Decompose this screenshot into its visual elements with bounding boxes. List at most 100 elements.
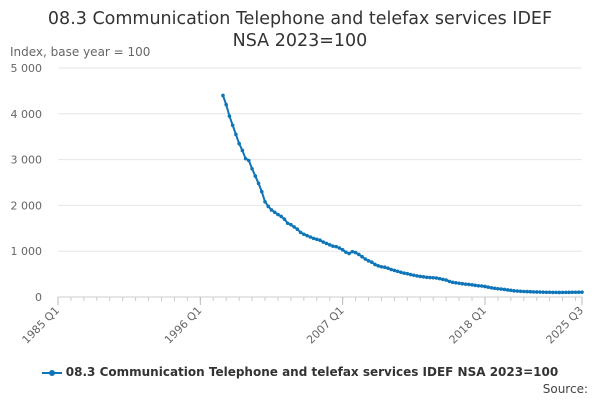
data-point[interactable] bbox=[389, 267, 393, 272]
data-point[interactable] bbox=[450, 280, 455, 285]
data-point[interactable] bbox=[250, 166, 254, 171]
data-point[interactable] bbox=[344, 250, 348, 254]
data-point[interactable] bbox=[551, 290, 555, 295]
data-point[interactable] bbox=[492, 286, 497, 291]
data-point[interactable] bbox=[528, 289, 533, 294]
data-point[interactable] bbox=[434, 276, 439, 280]
data-point[interactable] bbox=[259, 189, 264, 194]
data-point[interactable] bbox=[466, 282, 471, 287]
data-point[interactable] bbox=[489, 286, 494, 290]
data-point[interactable] bbox=[318, 238, 322, 243]
data-point[interactable] bbox=[499, 287, 503, 291]
data-point[interactable] bbox=[502, 287, 507, 292]
data-point[interactable] bbox=[321, 240, 326, 244]
data-point[interactable] bbox=[308, 235, 313, 239]
data-point[interactable] bbox=[431, 275, 436, 280]
data-point[interactable] bbox=[240, 148, 245, 153]
data-point[interactable] bbox=[580, 290, 584, 294]
data-point[interactable] bbox=[276, 212, 280, 217]
data-point[interactable] bbox=[515, 289, 520, 293]
data-point[interactable] bbox=[538, 290, 542, 294]
data-point[interactable] bbox=[441, 277, 445, 282]
data-point[interactable] bbox=[256, 181, 261, 186]
data-point[interactable] bbox=[479, 284, 484, 288]
data-point[interactable] bbox=[295, 227, 300, 232]
data-point[interactable] bbox=[509, 288, 513, 293]
data-point[interactable] bbox=[347, 251, 351, 256]
data-point[interactable] bbox=[386, 266, 390, 270]
data-point[interactable] bbox=[521, 289, 526, 294]
data-point[interactable] bbox=[350, 249, 355, 254]
data-point[interactable] bbox=[544, 290, 549, 295]
legend[interactable]: 08.3 Communication Telephone and telefax… bbox=[0, 365, 600, 379]
data-point[interactable] bbox=[457, 281, 461, 286]
data-point[interactable] bbox=[266, 204, 271, 209]
data-point[interactable] bbox=[518, 289, 523, 294]
data-point[interactable] bbox=[554, 290, 558, 295]
data-point[interactable] bbox=[395, 269, 400, 274]
data-point[interactable] bbox=[567, 290, 571, 295]
data-point[interactable] bbox=[221, 93, 225, 98]
data-point[interactable] bbox=[418, 274, 423, 279]
data-point[interactable] bbox=[247, 158, 251, 163]
data-point[interactable] bbox=[437, 276, 442, 281]
data-point[interactable] bbox=[243, 156, 248, 161]
data-point[interactable] bbox=[353, 250, 358, 255]
data-point[interactable] bbox=[415, 274, 419, 278]
data-point[interactable] bbox=[334, 244, 338, 249]
data-point[interactable] bbox=[337, 246, 342, 250]
data-point[interactable] bbox=[376, 264, 381, 268]
data-point[interactable] bbox=[227, 114, 232, 118]
data-point[interactable] bbox=[402, 271, 406, 275]
data-point[interactable] bbox=[234, 132, 238, 137]
data-point[interactable] bbox=[369, 260, 374, 264]
data-point[interactable] bbox=[305, 233, 309, 238]
data-point[interactable] bbox=[424, 275, 429, 280]
data-point[interactable] bbox=[473, 283, 478, 288]
data-point[interactable] bbox=[531, 290, 536, 294]
data-point[interactable] bbox=[421, 275, 426, 279]
data-point[interactable] bbox=[298, 230, 303, 235]
data-point[interactable] bbox=[496, 286, 500, 291]
data-point[interactable] bbox=[272, 210, 277, 215]
data-point[interactable] bbox=[363, 257, 368, 261]
data-point[interactable] bbox=[454, 281, 458, 285]
data-point[interactable] bbox=[302, 232, 306, 237]
data-point[interactable] bbox=[557, 290, 562, 295]
data-point[interactable] bbox=[269, 208, 274, 212]
data-point[interactable] bbox=[483, 284, 487, 289]
data-point[interactable] bbox=[570, 290, 575, 295]
data-point[interactable] bbox=[279, 214, 283, 219]
data-point[interactable] bbox=[230, 123, 235, 128]
data-point[interactable] bbox=[463, 282, 468, 286]
data-point[interactable] bbox=[547, 290, 552, 295]
data-point[interactable] bbox=[476, 283, 481, 288]
data-point[interactable] bbox=[564, 290, 568, 295]
data-point[interactable] bbox=[253, 174, 258, 178]
data-point[interactable] bbox=[340, 248, 345, 252]
data-point[interactable] bbox=[382, 265, 387, 270]
data-point[interactable] bbox=[292, 225, 296, 229]
data-point[interactable] bbox=[444, 278, 448, 282]
data-point[interactable] bbox=[573, 290, 578, 295]
data-point[interactable] bbox=[399, 270, 403, 275]
data-point[interactable] bbox=[360, 254, 364, 259]
data-point[interactable] bbox=[525, 289, 529, 294]
data-point[interactable] bbox=[289, 222, 293, 227]
data-point[interactable] bbox=[408, 272, 413, 277]
data-point[interactable] bbox=[486, 285, 491, 289]
data-point[interactable] bbox=[237, 141, 241, 146]
data-point[interactable] bbox=[314, 237, 319, 242]
data-point[interactable] bbox=[357, 252, 361, 257]
data-point[interactable] bbox=[505, 288, 510, 292]
data-point[interactable] bbox=[447, 279, 452, 284]
data-point[interactable] bbox=[405, 271, 410, 276]
data-point[interactable] bbox=[470, 283, 474, 287]
data-point[interactable] bbox=[512, 289, 516, 293]
data-point[interactable] bbox=[560, 290, 565, 295]
data-point[interactable] bbox=[324, 241, 329, 246]
data-point[interactable] bbox=[379, 264, 384, 269]
data-point[interactable] bbox=[224, 102, 228, 107]
data-point[interactable] bbox=[534, 290, 539, 294]
data-point[interactable] bbox=[263, 199, 267, 204]
